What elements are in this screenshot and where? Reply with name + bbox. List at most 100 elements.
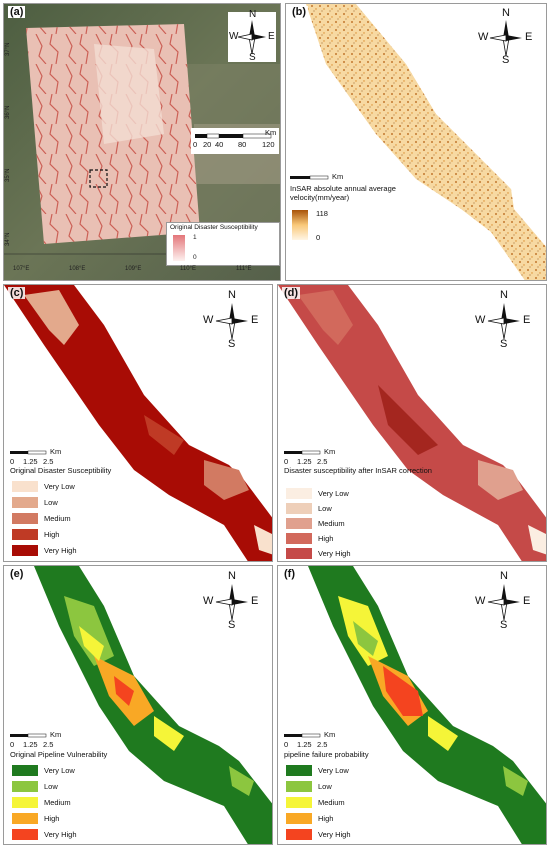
legend-label: Low [318, 782, 332, 791]
legend-max: 1 [193, 234, 197, 241]
lon-tick: 110°E [180, 266, 196, 272]
compass-n: N [502, 7, 510, 19]
compass-n: N [228, 570, 236, 582]
compass-w: W [475, 314, 486, 326]
legend-swatch [12, 545, 38, 556]
compass-icon [237, 20, 266, 55]
legend-swatch [286, 765, 312, 776]
scale-tick: 1.25 [23, 457, 38, 466]
scale-tick: 0 [284, 740, 289, 749]
legend-label: Low [44, 782, 58, 791]
compass-e: E [525, 31, 533, 43]
compass-icon [215, 584, 248, 621]
legend-label: Very Low [318, 766, 349, 775]
legend-label: High [44, 530, 60, 539]
scale-tick: 1.25 [297, 457, 312, 466]
compass-icon [487, 584, 520, 621]
compass-s: S [228, 338, 236, 350]
panel-e-pipeline-vulnerability: (e) N S W E Km 0 1.25 2.5 Original Pipel… [3, 565, 273, 845]
legend-swatch [286, 797, 312, 808]
panel-label: (f) [282, 568, 297, 580]
compass-rose: N S W E [202, 570, 262, 632]
legend-label: High [318, 814, 334, 823]
legend-swatch [286, 813, 312, 824]
vulnerability-raster [34, 566, 272, 844]
panel-a-overview-map: (a) N S W E Km 0 20 40 80 120 Original D… [3, 3, 281, 281]
compass-icon [487, 303, 520, 340]
scale-tick: 0 [10, 457, 15, 466]
legend-gradient [173, 235, 185, 261]
legend-swatch [286, 518, 312, 529]
legend-swatch [286, 533, 312, 544]
failure-probability-raster [308, 566, 546, 844]
legend-label: Low [318, 504, 332, 513]
scale-bar: Km 0 1.25 2.5 [10, 730, 90, 752]
panel-label: (e) [8, 568, 26, 580]
lon-tick: 108°E [69, 266, 86, 272]
legend-title: Disaster susceptibility after InSAR corr… [284, 466, 432, 475]
lon-tick: 111°E [236, 266, 252, 272]
scale-unit: Km [50, 447, 62, 456]
compass-s: S [249, 52, 256, 63]
scale-unit: Km [265, 128, 277, 137]
panel-d-corrected-susceptibility: (d) N S W E Km 0 1.25 2.5 Disaster susce… [277, 284, 547, 562]
lat-tick: 35°N [5, 168, 11, 182]
compass-e: E [523, 595, 531, 607]
legend-label: High [318, 534, 334, 543]
lon-tick: 109°E [125, 266, 142, 272]
legend-max: 118 [316, 209, 328, 218]
scale-unit: Km [324, 447, 336, 456]
legend-swatch [286, 829, 312, 840]
legend-continuous: Original Disaster Susceptibility 1 0 [166, 222, 280, 266]
scale-bar: Km 0 20 40 80 120 [191, 128, 279, 154]
compass-n: N [500, 570, 508, 582]
compass-e: E [523, 314, 531, 326]
legend-gradient [292, 210, 308, 240]
legend-title: Original Disaster Susceptibility [170, 224, 258, 231]
panel-label: (d) [282, 287, 301, 299]
legend-swatch [12, 765, 38, 776]
legend-label: Very High [44, 830, 77, 839]
scale-tick: 120 [262, 140, 275, 149]
scale-tick: 0 [284, 457, 289, 466]
compass-s: S [502, 54, 510, 66]
lat-tick: 34°N [5, 232, 11, 246]
panel-label: (c) [8, 287, 26, 299]
legend-swatch [12, 529, 38, 540]
lat-tick: 37°N [5, 42, 11, 56]
legend-swatch [286, 503, 312, 514]
compass-e: E [251, 314, 259, 326]
legend-swatch [12, 481, 38, 492]
legend-label: High [44, 814, 60, 823]
legend-min: 0 [316, 233, 321, 242]
legend-swatch [12, 497, 38, 508]
legend-label: Very Low [44, 482, 75, 491]
panel-label: (b) [290, 6, 309, 18]
legend-label: Very Low [318, 489, 349, 498]
scale-tick: 1.25 [23, 740, 38, 749]
scale-tick: 2.5 [317, 740, 328, 749]
compass-rose: N S W E [474, 570, 534, 632]
scale-tick: 2.5 [43, 457, 54, 466]
legend-label: Low [44, 498, 58, 507]
compass-n: N [500, 289, 508, 301]
scale-tick: 40 [215, 140, 224, 149]
panel-f-pipeline-failure-probability: (f) N S W E Km 0 1.25 2.5 pipeline failu… [277, 565, 547, 845]
scale-tick: 0 [10, 740, 15, 749]
scale-unit: Km [324, 730, 336, 739]
compass-n: N [249, 9, 257, 20]
legend-swatch [12, 781, 38, 792]
compass-rose: N S W E [474, 289, 534, 351]
compass-rose: N S W E [476, 7, 536, 66]
scale-tick: 1.25 [297, 740, 312, 749]
compass-rose: N S W E [228, 9, 276, 63]
corrected-susceptibility-raster [278, 285, 546, 561]
scale-bar: Km 0 1.25 2.5 [284, 730, 364, 752]
legend-swatch [12, 513, 38, 524]
compass-s: S [228, 619, 236, 631]
legend-label: Very High [44, 546, 77, 555]
legend-min: 0 [193, 254, 197, 261]
legend-swatch [12, 797, 38, 808]
compass-icon [489, 20, 522, 57]
compass-w: W [475, 595, 486, 607]
